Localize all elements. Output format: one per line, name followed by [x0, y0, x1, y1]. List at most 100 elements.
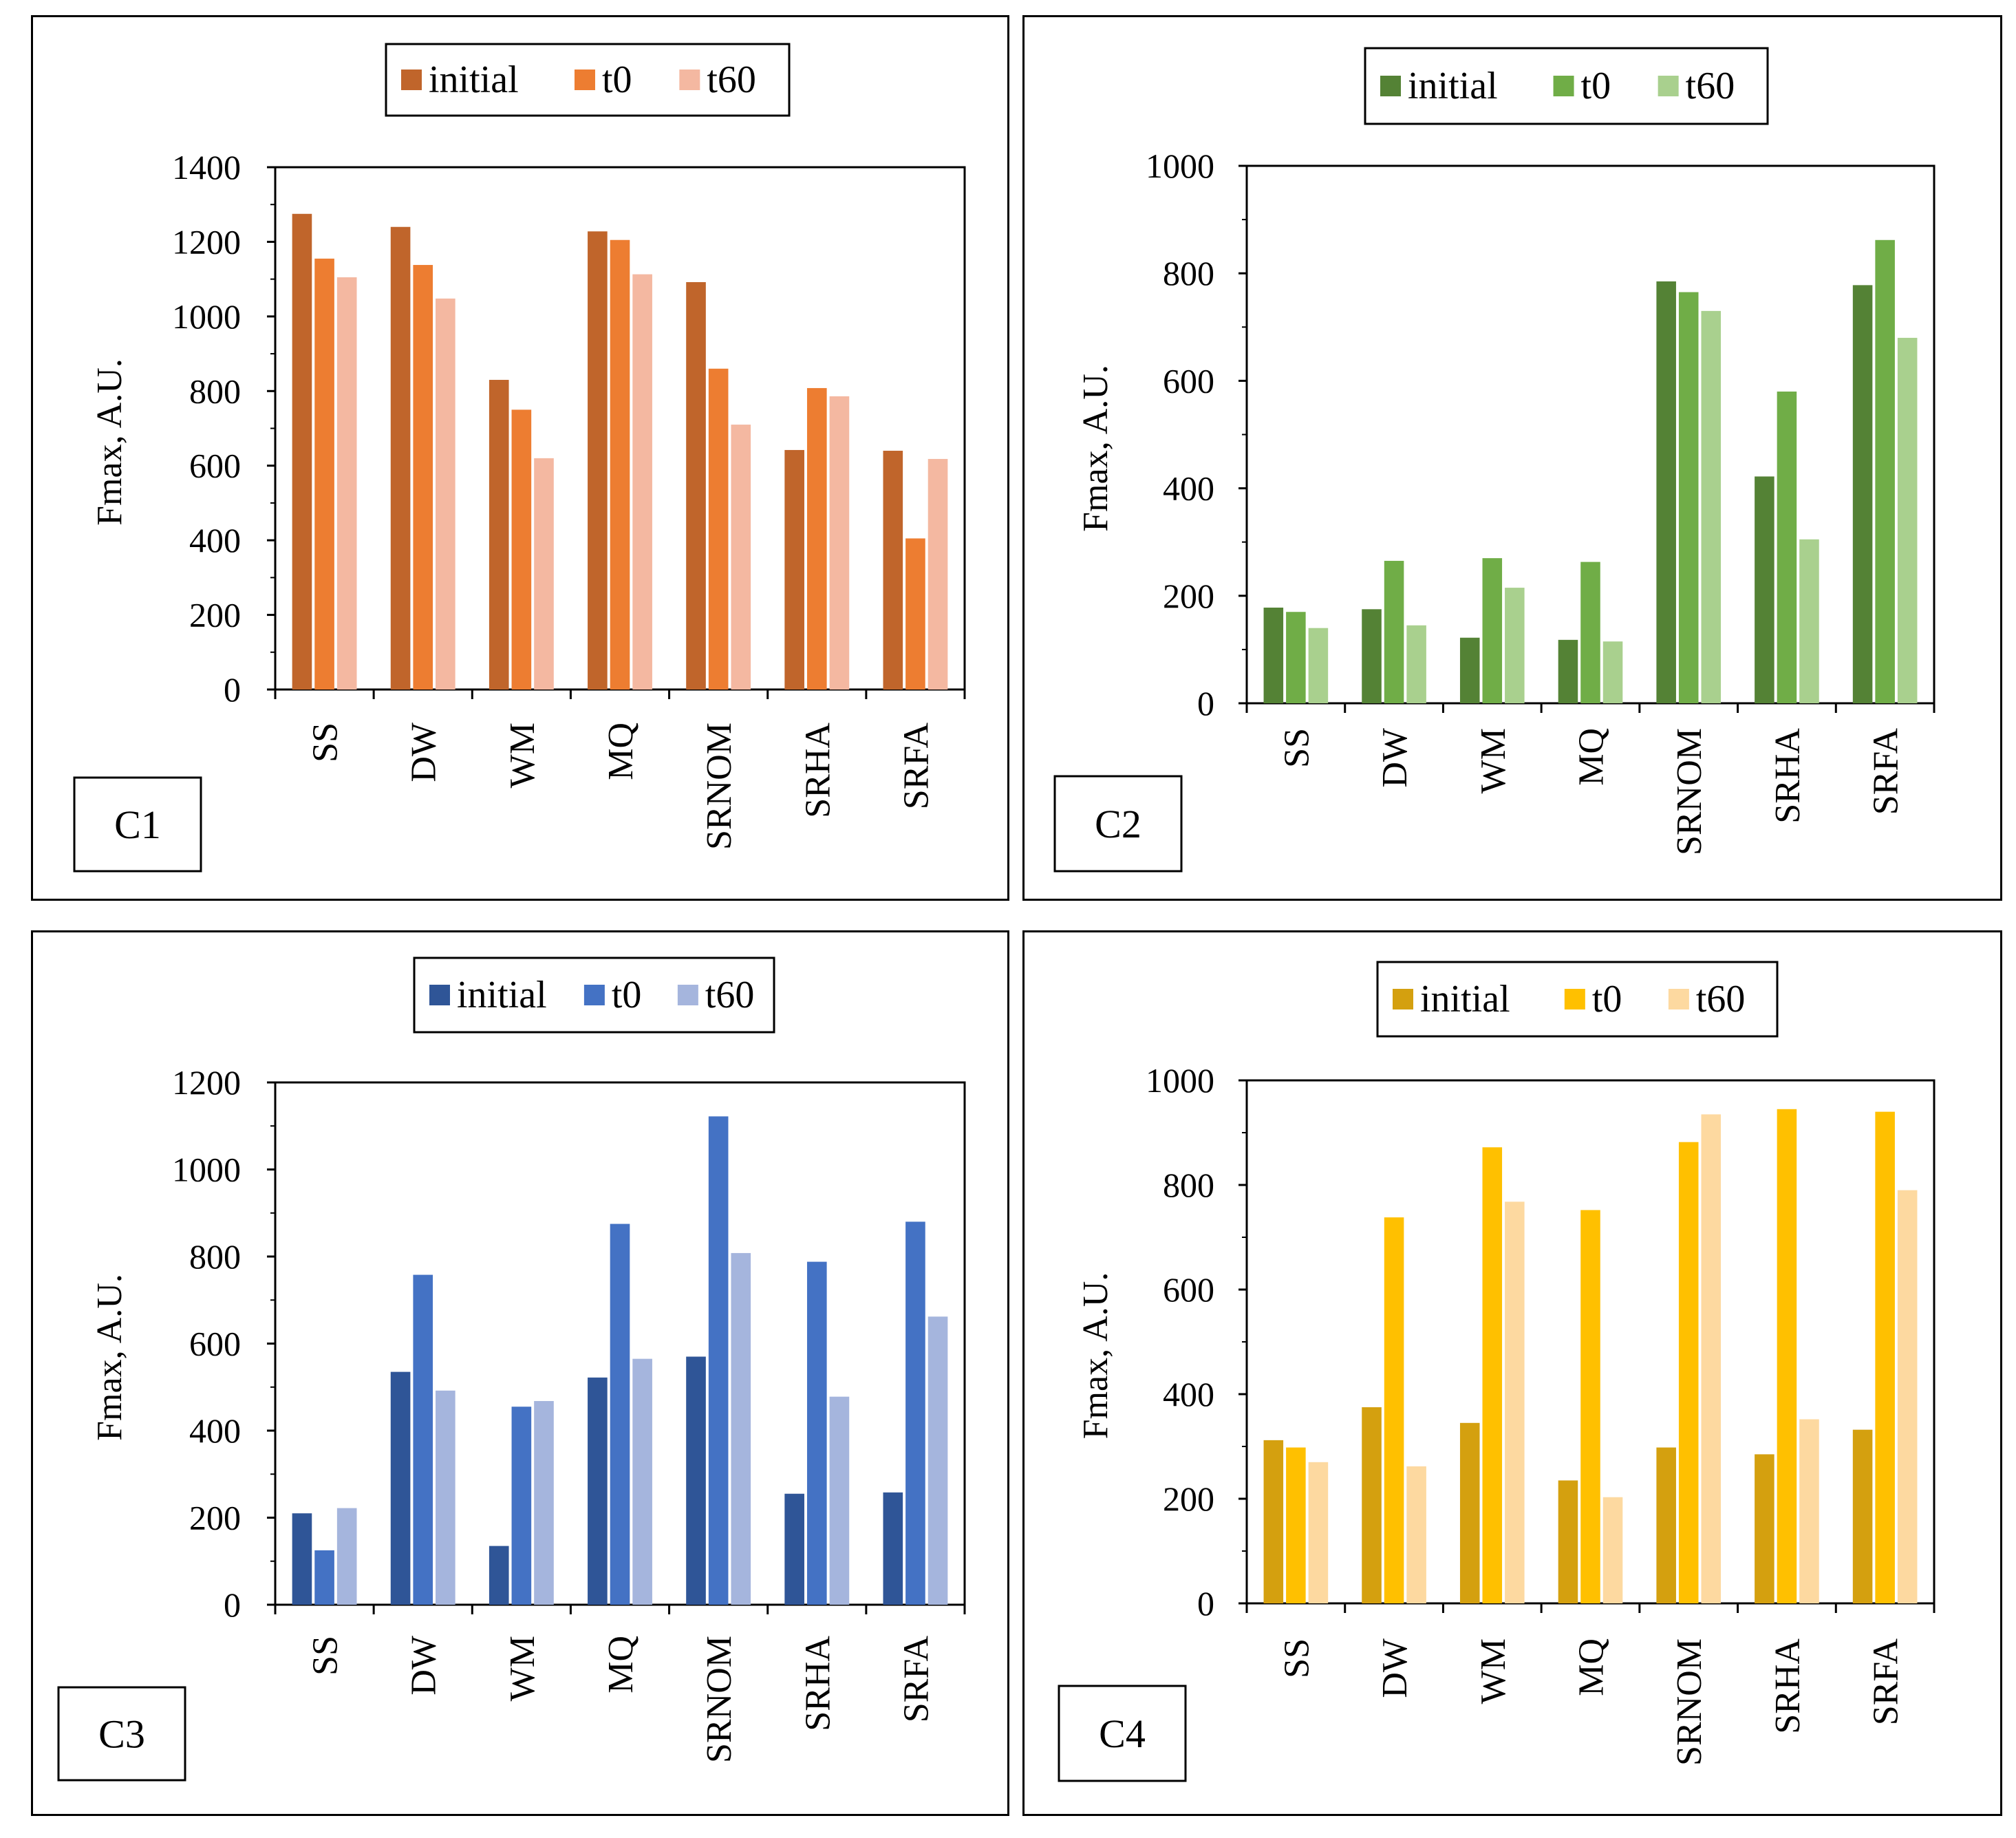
c2-category-label: SRFA: [1867, 728, 1906, 815]
c4-bar-t0-dw: [1384, 1217, 1404, 1603]
c4-category-label: DW: [1375, 1638, 1415, 1698]
c4-category-label: SRHA: [1768, 1638, 1808, 1734]
c4-legend-label-t0: t0: [1592, 978, 1622, 1020]
c4-category-label: SRFA: [1867, 1638, 1906, 1726]
c3-y-tick-label: 1000: [172, 1151, 241, 1189]
c4-bar-t0-srfa: [1875, 1111, 1895, 1603]
c1-bar-initial-wm: [489, 380, 509, 690]
c1-panel-label-box: [73, 776, 202, 873]
c2-bar-initial-dw: [1362, 609, 1382, 703]
c1-bar-t60-srha: [829, 396, 850, 690]
chart-panel-c2: 0 200 400 600 800 1000 SS DW WM MQ SRNOM SRHA SRFA Fm…: [1022, 15, 2002, 901]
c3-legend-swatch-initial: [429, 985, 450, 1005]
c3-category-label: SRHA: [798, 1636, 837, 1731]
c1-bar-t60-srfa: [927, 458, 948, 690]
c1-bar-t60-mq: [632, 274, 652, 690]
c3-y-tick-label: 200: [189, 1499, 241, 1537]
c2-panel-label: C2: [1095, 802, 1141, 846]
c4-panel-label-box: [1058, 1685, 1187, 1782]
c3-panel-label-box: [57, 1686, 186, 1782]
c1-y-tick-label: 1000: [172, 297, 241, 336]
c3-bar-t0-ss: [314, 1550, 334, 1605]
c2-bar-t60-dw: [1406, 625, 1426, 703]
c2-bar-t0-srfa: [1875, 239, 1895, 703]
c1-bar-t0-srnom: [708, 368, 729, 690]
c3-bar-t60-ss: [336, 1508, 357, 1605]
c2-bar-initial-srha: [1755, 476, 1774, 703]
chart-panel-c3: 0 200 400 600 800 1000 1200 SS DW WM MQ SRNOM SRHA SR…: [31, 930, 1009, 1816]
c3-bar-t60-wm: [534, 1400, 554, 1605]
c3-bar-initial-srnom: [686, 1356, 706, 1605]
c1-bar-t0-ss: [314, 258, 334, 690]
c3-bar-t60-mq: [632, 1358, 652, 1605]
c2-legend-label-initial: initial: [1408, 65, 1498, 107]
c4-y-tick-label: 0: [1197, 1584, 1214, 1623]
c4-bar-initial-srfa: [1852, 1429, 1873, 1603]
c2-bar-t0-ss: [1286, 612, 1306, 703]
c4-bar-t60-wm: [1505, 1201, 1525, 1603]
c1-y-tick-label: 200: [189, 596, 241, 634]
c4-bar-t60-dw: [1406, 1466, 1426, 1603]
c3-bar-t0-dw: [413, 1274, 433, 1605]
c4-bar-t0-srha: [1777, 1109, 1797, 1603]
c3-bar-t0-srfa: [905, 1221, 925, 1605]
c2-y-tick-label: 1000: [1146, 147, 1214, 185]
c2-bar-t60-srfa: [1897, 337, 1918, 703]
c3-bar-t0-wm: [511, 1407, 532, 1605]
c3-category-label: SRFA: [897, 1636, 936, 1723]
c1-legend-label-t0: t0: [602, 58, 632, 101]
c4-legend-swatch-t0: [1564, 989, 1585, 1009]
c3-y-tick-label: 800: [189, 1237, 241, 1276]
c2-bar-initial-srfa: [1852, 285, 1873, 704]
c3-bar-t60-srha: [829, 1396, 850, 1605]
c4-panel-label: C4: [1099, 1711, 1146, 1756]
c3-bar-t60-dw: [436, 1390, 455, 1605]
c2-y-tick-label: 600: [1163, 361, 1214, 400]
c4-legend-label-initial: initial: [1420, 978, 1510, 1020]
c2-category-label: SS: [1277, 728, 1316, 768]
c1-y-tick-label: 0: [224, 670, 241, 709]
c1-y-tick-label: 800: [189, 372, 241, 410]
c4-legend-label-t60: t60: [1696, 978, 1746, 1020]
c3-legend-swatch-t0: [583, 985, 605, 1005]
c2-category-label: DW: [1375, 728, 1415, 788]
c1-y-tick-label: 400: [189, 521, 241, 559]
c1-bar-initial-srha: [784, 449, 804, 690]
c2-bar-t0-srha: [1777, 392, 1797, 703]
c2-y-tick-label: 0: [1197, 684, 1214, 723]
c1-bar-t0-dw: [413, 265, 433, 690]
c2-bar-t0-srnom: [1678, 292, 1699, 703]
c1-bar-initial-mq: [588, 231, 608, 690]
c3-legend-swatch-t60: [677, 985, 698, 1005]
c4-y-tick-label: 600: [1163, 1270, 1214, 1309]
c1-y-axis-label: Fmax, A.U.: [90, 359, 129, 526]
c3-bar-t60-srnom: [731, 1252, 751, 1605]
c2-y-tick-label: 200: [1163, 577, 1214, 615]
c2-bar-initial-srnom: [1656, 281, 1676, 703]
c3-y-tick-label: 0: [224, 1585, 241, 1624]
c1-bar-t0-srha: [806, 387, 827, 690]
c3-y-tick-label: 1200: [172, 1063, 241, 1102]
c4-legend-swatch-initial: [1393, 989, 1413, 1009]
c4-bar-t0-mq: [1580, 1210, 1600, 1603]
c2-legend-swatch-t60: [1658, 76, 1679, 96]
c4-y-tick-label: 800: [1163, 1166, 1214, 1204]
c4-category-label: SRNOM: [1670, 1638, 1709, 1766]
c2-bar-t0-wm: [1482, 558, 1503, 703]
c1-category-label: MQ: [601, 723, 641, 780]
c1-legend-swatch-t60: [679, 70, 700, 90]
c3-category-label: MQ: [601, 1636, 641, 1693]
c4-category-label: SS: [1277, 1638, 1316, 1678]
c4-bar-t0-ss: [1286, 1447, 1306, 1603]
c3-y-tick-label: 400: [189, 1411, 241, 1450]
c3-legend-label-t0: t0: [612, 974, 642, 1016]
c2-bar-t60-ss: [1308, 628, 1329, 703]
c1-category-label: SRNOM: [700, 723, 739, 850]
c1-y-tick-label: 1200: [172, 222, 241, 261]
c3-bar-t0-srnom: [708, 1116, 729, 1605]
c2-category-label: SRHA: [1768, 728, 1808, 824]
c3-y-tick-label: 600: [189, 1325, 241, 1363]
c2-bar-t0-mq: [1580, 562, 1600, 703]
c4-bar-t0-srnom: [1678, 1142, 1699, 1603]
c3-bar-t0-srha: [806, 1261, 827, 1605]
